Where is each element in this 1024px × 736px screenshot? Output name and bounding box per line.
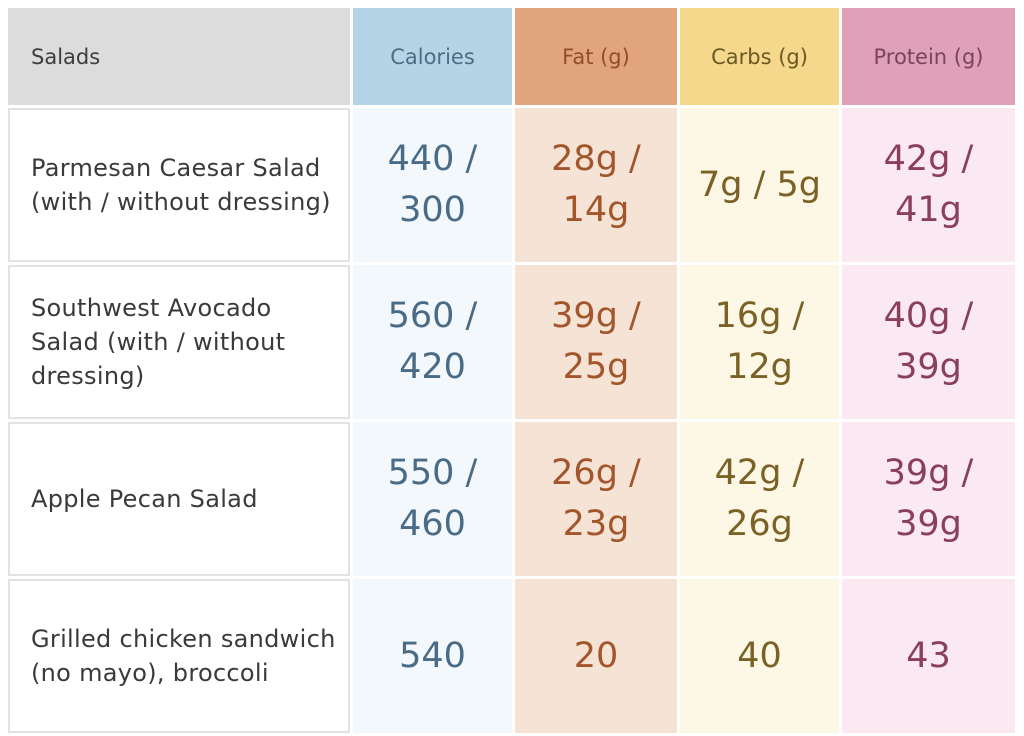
header-fat: Fat (g) [515, 8, 677, 105]
table-row: Parmesan Caesar Salad (with / without dr… [8, 108, 1015, 262]
protein-cell: 39g / 39g [842, 422, 1015, 576]
fat-cell: 20 [515, 579, 677, 733]
carbs-cell: 7g / 5g [680, 108, 839, 262]
carbs-cell: 40 [680, 579, 839, 733]
table-row: Grilled chicken sandwich (no mayo), broc… [8, 579, 1015, 733]
header-row: Salads Calories Fat (g) Carbs (g) Protei… [8, 8, 1015, 105]
header-salads: Salads [8, 8, 350, 105]
header-carbs: Carbs (g) [680, 8, 839, 105]
salad-name-cell: Apple Pecan Salad [8, 422, 350, 576]
table-row: Southwest Avocado Salad (with / without … [8, 265, 1015, 419]
header-protein: Protein (g) [842, 8, 1015, 105]
fat-cell: 26g / 23g [515, 422, 677, 576]
salad-name-cell: Parmesan Caesar Salad (with / without dr… [8, 108, 350, 262]
carbs-cell: 16g / 12g [680, 265, 839, 419]
salad-name-cell: Southwest Avocado Salad (with / without … [8, 265, 350, 419]
nutrition-table: Salads Calories Fat (g) Carbs (g) Protei… [5, 5, 1018, 736]
calories-cell: 540 [353, 579, 512, 733]
fat-cell: 39g / 25g [515, 265, 677, 419]
salad-name-cell: Grilled chicken sandwich (no mayo), broc… [8, 579, 350, 733]
header-calories: Calories [353, 8, 512, 105]
protein-cell: 43 [842, 579, 1015, 733]
calories-cell: 560 / 420 [353, 265, 512, 419]
protein-cell: 40g / 39g [842, 265, 1015, 419]
table-row: Apple Pecan Salad 550 / 460 26g / 23g 42… [8, 422, 1015, 576]
calories-cell: 550 / 460 [353, 422, 512, 576]
protein-cell: 42g / 41g [842, 108, 1015, 262]
carbs-cell: 42g / 26g [680, 422, 839, 576]
fat-cell: 28g / 14g [515, 108, 677, 262]
calories-cell: 440 / 300 [353, 108, 512, 262]
